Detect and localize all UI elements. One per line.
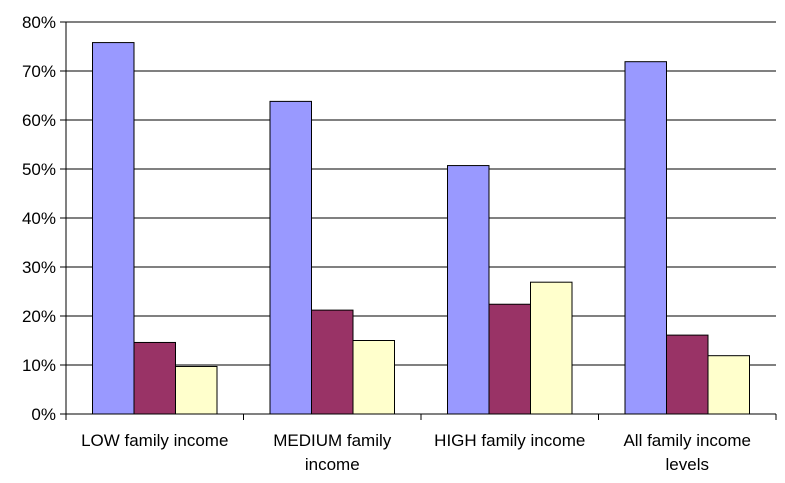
bar-series3-cat2	[352, 340, 395, 415]
x-category-label: levels	[666, 455, 709, 474]
bar-groups	[92, 42, 750, 415]
bar-series1-cat4	[624, 61, 667, 415]
x-category-label: All family income	[623, 431, 751, 450]
axes	[60, 21, 777, 420]
gridlines	[66, 21, 776, 366]
x-category-label: income	[305, 455, 360, 474]
bar-series3-cat1	[175, 365, 218, 415]
bar-series2-cat1	[133, 341, 176, 415]
bar-series1-cat3	[447, 165, 490, 415]
bar-series2-cat3	[488, 303, 531, 415]
y-tick-label: 10%	[22, 356, 56, 375]
bar-series3-cat3	[530, 281, 573, 415]
bar-series1-cat2	[269, 100, 312, 415]
x-category-label: HIGH family income	[434, 431, 585, 450]
bar-series2-cat2	[311, 309, 354, 415]
y-tick-label: 40%	[22, 209, 56, 228]
bar-series3-cat4	[707, 355, 750, 415]
y-tick-label: 50%	[22, 160, 56, 179]
bar-series2-cat4	[666, 334, 709, 415]
x-category-label: MEDIUM family	[273, 431, 392, 450]
x-category-label: LOW family income	[81, 431, 228, 450]
x-axis-category-labels: LOW family income MEDIUM family income HIGH…	[81, 431, 751, 474]
y-tick-label: 60%	[22, 111, 56, 130]
y-axis-tick-labels: 0% 10% 20% 30% 40% 50% 60% 70% 80%	[22, 13, 56, 424]
y-tick-label: 70%	[22, 62, 56, 81]
y-tick-label: 80%	[22, 13, 56, 32]
y-tick-label: 30%	[22, 258, 56, 277]
y-tick-label: 20%	[22, 307, 56, 326]
bar-series1-cat1	[92, 42, 135, 415]
y-tick-label: 0%	[31, 405, 56, 424]
